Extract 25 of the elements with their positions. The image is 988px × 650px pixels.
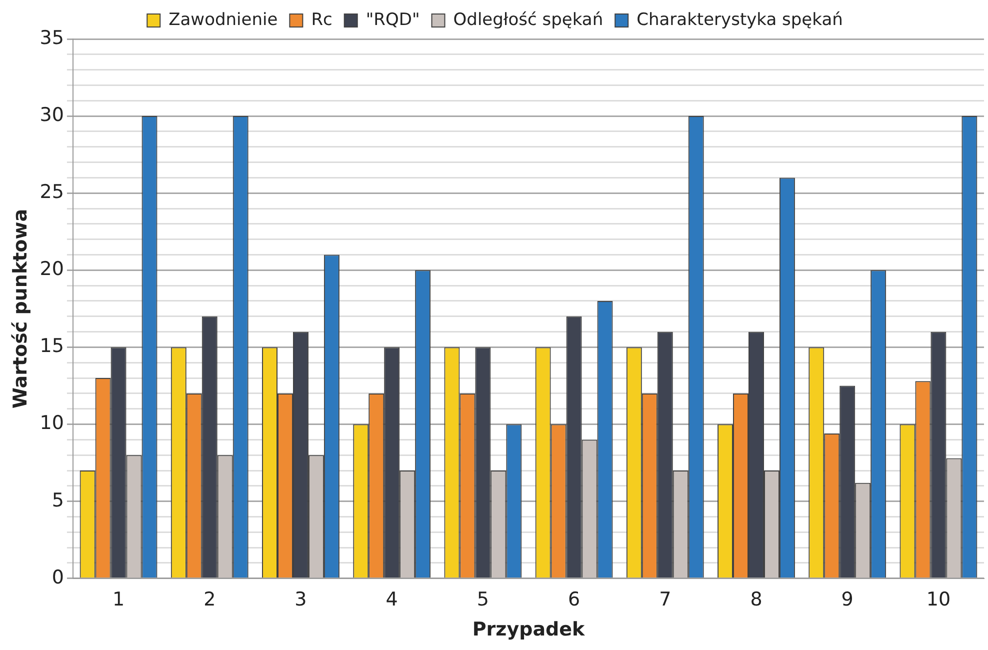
- y-axis-title: Wartość punktowa: [9, 208, 32, 408]
- x-tick-label: 6: [568, 588, 580, 611]
- y-tick-label: 35: [40, 26, 64, 49]
- x-tick-label: 4: [386, 588, 398, 611]
- x-tick-label: 2: [204, 588, 216, 611]
- x-tick-label: 5: [476, 588, 489, 611]
- x-tick-label: 10: [926, 588, 951, 611]
- legend-label: Odległość spękań: [453, 10, 604, 30]
- x-tick-label: 8: [750, 588, 762, 611]
- legend-label: Zawodnienie: [168, 10, 278, 30]
- y-tick-label: 25: [40, 181, 64, 204]
- x-axis-title: Przypadek: [472, 618, 585, 641]
- y-tick-label: 30: [40, 104, 64, 126]
- y-tick-label: 10: [40, 412, 64, 434]
- y-tick-label: 15: [40, 335, 64, 358]
- y-tick-label: 5: [52, 489, 64, 512]
- x-tick-label: 9: [841, 588, 854, 611]
- legend-label: "RQD": [366, 10, 420, 30]
- x-tick-label: 3: [294, 588, 307, 611]
- legend-label: Rc: [311, 10, 332, 30]
- y-tick-label: 20: [40, 258, 64, 280]
- legend-label: Charakterystyka spękań: [636, 10, 843, 30]
- x-tick-label: 1: [112, 588, 125, 611]
- y-tick-label: 0: [52, 566, 64, 588]
- x-tick-label: 7: [659, 588, 672, 611]
